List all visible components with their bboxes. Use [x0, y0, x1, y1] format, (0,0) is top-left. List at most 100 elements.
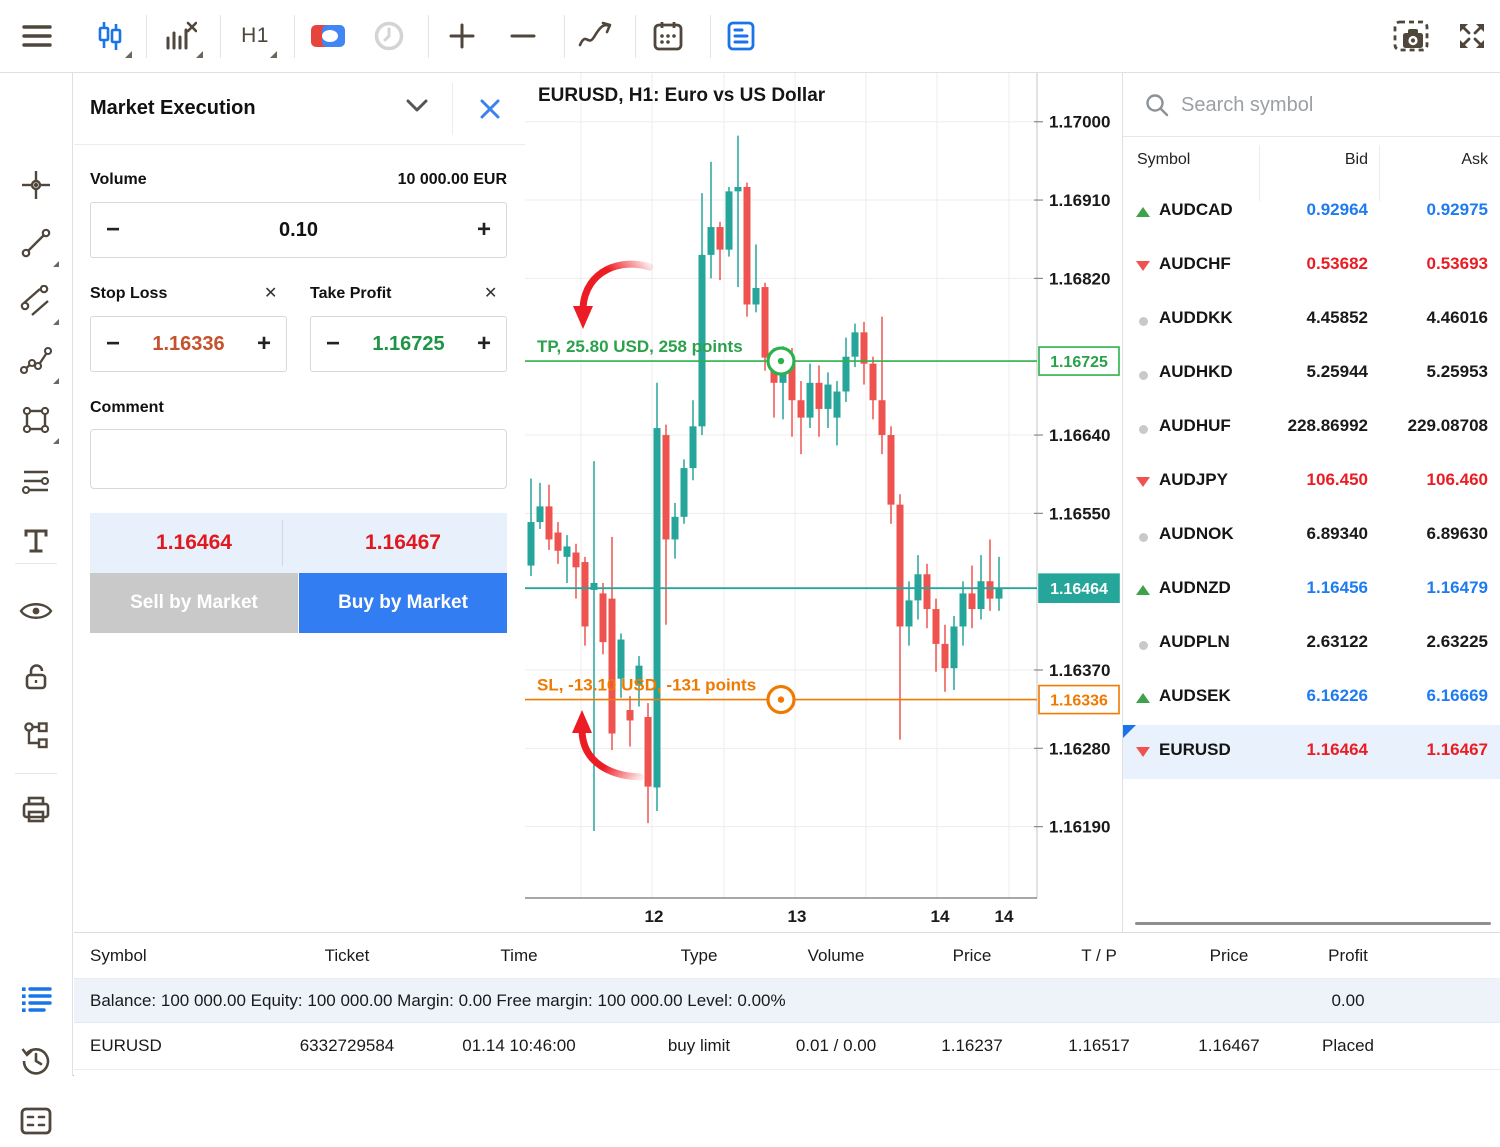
volume-decrease-button[interactable]: −: [105, 216, 120, 243]
orders-column-type[interactable]: Type: [680, 946, 718, 965]
fibonacci-tool[interactable]: [9, 455, 63, 507]
column-ask[interactable]: Ask: [1461, 151, 1488, 168]
orders-column-price[interactable]: Price: [952, 946, 992, 965]
channel-tool[interactable]: [9, 275, 63, 327]
buy-by-market-button[interactable]: Buy by Market: [299, 573, 507, 633]
clock-disabled-icon[interactable]: [364, 11, 414, 61]
zoom-in-icon[interactable]: [437, 11, 487, 61]
volume-value[interactable]: 0.10: [279, 218, 318, 241]
ask-value: 0.53693: [1426, 254, 1488, 273]
stop-loss-decrease-button[interactable]: −: [105, 330, 120, 357]
orders-column-profit[interactable]: Profit: [1328, 946, 1368, 965]
price-axis-tick: 1.16820: [1049, 269, 1110, 288]
volume-label: Volume: [90, 171, 147, 188]
sell-by-market-button[interactable]: Sell by Market: [90, 573, 298, 633]
column-bid[interactable]: Bid: [1344, 151, 1368, 168]
visibility-tool[interactable]: [9, 585, 63, 637]
watchlist-row[interactable]: AUDNOK 6.89340 6.89630: [1123, 509, 1500, 563]
economic-calendar-icon[interactable]: [643, 11, 693, 61]
shapes-tool[interactable]: [9, 394, 63, 446]
watchlist-row[interactable]: AUDCAD 0.92964 0.92975: [1123, 185, 1500, 239]
crosshair-tool[interactable]: [9, 159, 63, 211]
indicators-remove-icon[interactable]: [156, 11, 206, 61]
candle-body: [743, 187, 751, 305]
watchlist-row[interactable]: AUDDKK 4.45852 4.46016: [1123, 293, 1500, 347]
bid-value: 106.450: [1306, 470, 1368, 489]
comment-input[interactable]: [90, 429, 507, 489]
watchlist-row[interactable]: AUDHKD 5.25944 5.25953: [1123, 347, 1500, 401]
stop-loss-clear-icon[interactable]: ✕: [264, 285, 278, 302]
order-row[interactable]: EURUSD 6332729584 01.14 10:46:00 buy limit 0…: [74, 1024, 1500, 1070]
watchlist-row[interactable]: AUDJPY 106.450 106.460: [1123, 455, 1500, 509]
polyline-tool[interactable]: [9, 334, 63, 386]
stop-loss-increase-button[interactable]: +: [256, 330, 271, 357]
take-profit-decrease-button[interactable]: −: [325, 330, 340, 357]
stop-loss-value[interactable]: 1.16336: [152, 332, 225, 355]
screenshot-camera-icon[interactable]: [1386, 11, 1436, 61]
candle-body: [734, 187, 742, 192]
chart-canvas[interactable]: TP, 25.80 USD, 258 points SL, -13.10 USD,…: [525, 73, 1122, 932]
time-axis-tick: 13: [788, 907, 807, 926]
search-input[interactable]: [1181, 87, 1481, 123]
zoom-out-icon[interactable]: [498, 11, 548, 61]
fullscreen-icon[interactable]: [1447, 11, 1497, 61]
orders-column-time[interactable]: Time: [500, 946, 538, 965]
timeframe-button[interactable]: H1: [230, 11, 280, 61]
chart-type-candles-icon[interactable]: [85, 11, 135, 61]
chevron-down-icon[interactable]: [406, 99, 428, 118]
drawing-tools-sidebar: [0, 73, 73, 1135]
orders-column-ticket[interactable]: Ticket: [324, 946, 370, 965]
trade-tab-panel: Symbol Ticket Time Type Volume Price T / P Pric…: [74, 932, 1500, 1076]
take-profit-increase-button[interactable]: +: [476, 330, 491, 357]
journal-tool[interactable]: [9, 1095, 63, 1147]
horizontal-scrollbar[interactable]: [1135, 922, 1491, 925]
indicator-line-icon[interactable]: [570, 11, 620, 61]
watchlist-row[interactable]: AUDCHF 0.53682 0.53693: [1123, 239, 1500, 293]
watchlist-row[interactable]: EURUSD 1.16464 1.16467: [1123, 725, 1500, 779]
orders-column-symbol[interactable]: Symbol: [90, 946, 147, 965]
candle-body: [617, 639, 625, 679]
flat-trend-icon: [1139, 641, 1148, 650]
symbol-name: EURUSD: [1159, 740, 1231, 759]
trade-list-tool[interactable]: [9, 972, 63, 1024]
down-trend-icon: [1136, 747, 1150, 757]
candle-body: [716, 227, 724, 250]
close-icon[interactable]: [472, 93, 508, 125]
object-tree-tool[interactable]: [9, 709, 63, 761]
candle-body: [662, 435, 670, 540]
watchlist-row[interactable]: AUDSEK 6.16226 6.16669: [1123, 671, 1500, 725]
symbol-name: AUDDKK: [1159, 308, 1233, 327]
candle-body: [644, 716, 652, 787]
news-icon[interactable]: [716, 11, 766, 61]
column-symbol[interactable]: Symbol: [1137, 151, 1191, 168]
quote-panel: [90, 513, 507, 573]
watchlist-row[interactable]: AUDNZD 1.16456 1.16479: [1123, 563, 1500, 617]
candle-body: [671, 516, 679, 540]
history-tool[interactable]: [9, 1035, 63, 1087]
candle-body: [572, 552, 580, 568]
candle-body: [797, 400, 805, 418]
orders-column-t-p[interactable]: T / P: [1081, 946, 1117, 965]
ask-value: 0.92975: [1426, 200, 1488, 219]
menu-icon[interactable]: [12, 11, 62, 61]
candle-body: [563, 546, 571, 557]
ask-value: 2.63225: [1426, 632, 1488, 651]
take-profit-value[interactable]: 1.16725: [372, 332, 445, 355]
volume-increase-button[interactable]: +: [476, 216, 491, 243]
take-profit-clear-icon[interactable]: ✕: [484, 285, 498, 302]
orders-column-volume[interactable]: Volume: [807, 946, 865, 965]
text-tool[interactable]: [9, 515, 63, 567]
ask-value: 6.89630: [1426, 524, 1488, 543]
watchlist-row[interactable]: AUDHUF 228.86992 229.08708: [1123, 401, 1500, 455]
price-chart[interactable]: TP, 25.80 USD, 258 points SL, -13.10 USD,…: [525, 73, 1122, 932]
unlock-tool[interactable]: [9, 651, 63, 703]
ask-value: 106.460: [1426, 470, 1488, 489]
print-tool[interactable]: [9, 784, 63, 836]
orders-column-price[interactable]: Price: [1209, 946, 1249, 965]
objects-icon[interactable]: [303, 11, 353, 61]
down-trend-icon: [1136, 477, 1150, 487]
candle-body: [707, 227, 715, 255]
watchlist-row[interactable]: AUDPLN 2.63122 2.63225: [1123, 617, 1500, 671]
symbol-name: AUDNZD: [1159, 578, 1231, 597]
trendline-tool[interactable]: [9, 217, 63, 269]
